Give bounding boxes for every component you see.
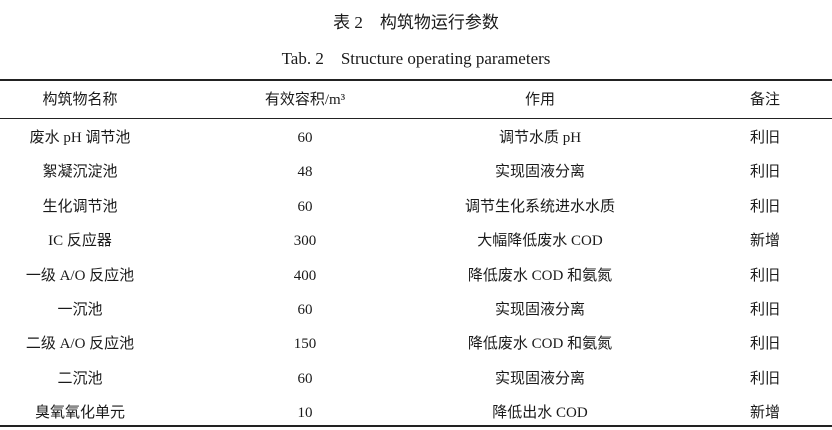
table-cell: 废水 pH 调节池 xyxy=(29,130,131,146)
table-row: 废水 pH 调节池 60 调节水质 pH 利旧 xyxy=(0,121,832,155)
table-cell: 二级 A/O 反应池 xyxy=(25,336,135,353)
column-header: 作用 xyxy=(524,92,555,108)
table-subtitle: Tab. 2 Structure operating parameters xyxy=(281,49,551,68)
table-cell: 实现固液分离 xyxy=(494,302,585,318)
table-cell: 新增 xyxy=(749,405,780,422)
table-cell: 利旧 xyxy=(749,130,780,146)
table-cell: 调节水质 pH xyxy=(498,130,582,146)
table-cell: 生化调节池 xyxy=(42,198,118,215)
table-row: 生化调节池 60 调节生化系统进水水质 利旧 xyxy=(0,190,832,224)
table-cell: IC 反应器 xyxy=(48,233,112,250)
column-header: 有效容积/m³ xyxy=(264,92,346,108)
table-title: 表 2 构筑物运行参数 xyxy=(333,13,499,32)
table-row: 臭氧氧化单元 10 降低出水 COD 新增 xyxy=(0,396,832,430)
table-cell: 实现固液分离 xyxy=(494,164,585,181)
table-row: 一沉池 60 实现固液分离 利旧 xyxy=(0,293,832,327)
table-row: 絮凝沉淀池 48 实现固液分离 利旧 xyxy=(0,155,832,189)
table-cell: 60 xyxy=(297,302,313,318)
table-cell: 60 xyxy=(297,130,313,146)
table-cell: 400 xyxy=(293,267,317,284)
column-header: 备注 xyxy=(749,92,780,108)
table-cell: 10 xyxy=(297,405,313,422)
table-row: 一级 A/O 反应池 400 降低废水 COD 和氨氮 利旧 xyxy=(0,259,832,293)
table-cell: 实现固液分离 xyxy=(494,370,585,387)
table-cell: 利旧 xyxy=(749,370,780,387)
table-cell: 一沉池 xyxy=(57,302,103,318)
table-cell: 调节生化系统进水水质 xyxy=(464,198,615,215)
table-row: 二沉池 60 实现固液分离 利旧 xyxy=(0,362,832,396)
header-rule xyxy=(0,118,832,119)
bottom-rule xyxy=(0,425,832,427)
table-cell: 降低废水 COD 和氨氮 xyxy=(467,267,613,284)
table-cell: 利旧 xyxy=(749,164,780,181)
table-row: 二级 A/O 反应池 150 降低废水 COD 和氨氮 利旧 xyxy=(0,327,832,361)
table-cell: 利旧 xyxy=(749,302,780,318)
table-cell: 60 xyxy=(297,370,313,387)
table-cell: 降低废水 COD 和氨氮 xyxy=(467,336,613,353)
top-rule xyxy=(0,79,832,81)
table-cell: 利旧 xyxy=(749,336,780,353)
table-row: IC 反应器 300 大幅降低废水 COD 新增 xyxy=(0,224,832,258)
table-cell: 利旧 xyxy=(749,267,780,284)
table-cell: 大幅降低废水 COD xyxy=(477,233,603,250)
table-cell: 300 xyxy=(293,233,317,250)
table-cell: 降低出水 COD xyxy=(492,405,588,422)
table-cell: 絮凝沉淀池 xyxy=(42,164,118,181)
table-cell: 48 xyxy=(297,164,313,181)
column-header: 构筑物名称 xyxy=(42,92,118,108)
table-cell: 臭氧氧化单元 xyxy=(34,405,125,422)
table-header: 构筑物名称 有效容积/m³ 作用 备注 xyxy=(0,83,832,117)
table-cell: 二沉池 xyxy=(57,370,103,387)
table-cell: 60 xyxy=(297,198,313,215)
table-cell: 一级 A/O 反应池 xyxy=(25,267,135,284)
table-cell: 150 xyxy=(293,336,317,353)
table-cell: 利旧 xyxy=(749,198,780,215)
table-cell: 新增 xyxy=(749,233,780,250)
